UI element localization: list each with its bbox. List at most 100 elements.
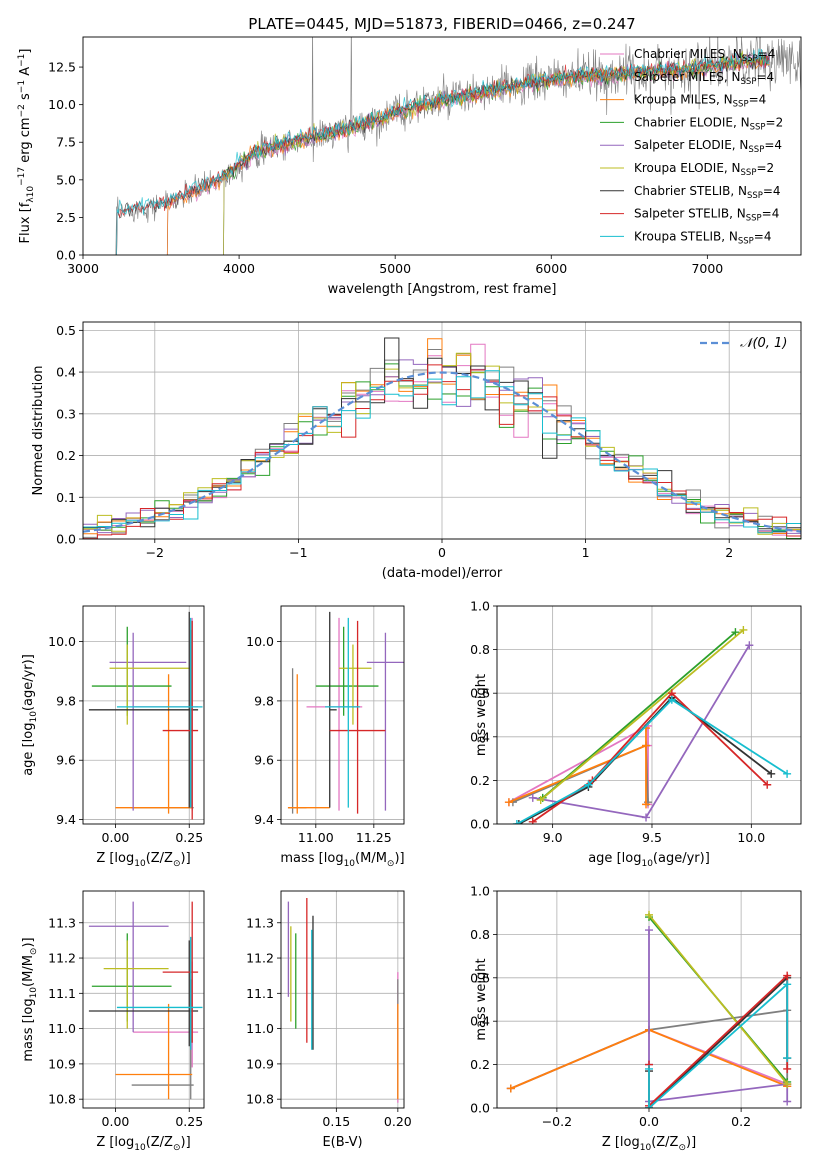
plot-area (88, 611, 203, 820)
y-tick-label: 11.1 (48, 986, 76, 1001)
y-tick-label: 1.0 (470, 599, 490, 614)
errorbar-salpeter-elodie (109, 632, 187, 811)
label-part: −1 (17, 80, 27, 93)
grid (281, 891, 404, 1108)
y-tick-label: 1.0 (470, 884, 490, 899)
weight-marker (536, 796, 545, 805)
label-part: age [log (588, 851, 641, 866)
errorbar-kroupa-elodie (103, 940, 169, 1029)
errorbar-chabrier-stelib (88, 940, 199, 1047)
weight-marker (731, 628, 740, 637)
y-tick-label: 10.9 (246, 1056, 274, 1071)
plot-area (83, 337, 801, 539)
axes-frame (82, 605, 205, 825)
plot-area (506, 910, 792, 1108)
label-part: age [log (21, 723, 36, 776)
errorbar-salpeter-miles (131, 979, 194, 1100)
y-tick-label: 0.0 (56, 248, 76, 263)
x-tick-label: 0.25 (175, 1114, 203, 1129)
weight-marker (783, 1080, 792, 1089)
errorbar-chabrier-stelib (329, 611, 337, 808)
y-tick-label: 9.8 (56, 693, 76, 708)
errorbar-salpeter-stelib (329, 620, 386, 814)
y-tick-label: 10.9 (48, 1056, 76, 1071)
x-tick-label: 1 (582, 545, 590, 560)
axes: 3000 4000 5000 6000 7000 0.0 2.5 5.0 7.5 10.0 12.5… (17, 15, 802, 297)
weight-vs-Z-chart: −0.2 0.0 0.2 0.0 0.2 0.4 0.6 0.8 1.0 Z [log10(Z/Z… (470, 884, 802, 1153)
label-part: mass [log (21, 998, 36, 1061)
y-tick-label: 0.6 (470, 970, 490, 985)
errorbar-kroupa-stelib (116, 617, 203, 808)
x-axis-label: mass [log10(M/M⊙)] (280, 851, 404, 869)
weight-marker (763, 780, 772, 789)
plot-area (88, 901, 203, 1100)
x-tick-label: 0.2 (731, 1114, 751, 1129)
label-part: 10 (26, 186, 36, 198)
errorbar-kroupa-miles (115, 1003, 193, 1100)
x-tick-label: 0.0 (639, 1114, 659, 1129)
x-axis-label: Z [log10(Z/Z⊙)] (96, 851, 190, 869)
weight-marker (783, 1054, 792, 1063)
y-tick-label: 0.0 (470, 1101, 490, 1116)
axes-frame (496, 605, 802, 825)
label-part: (Z/Z (651, 1135, 678, 1150)
y-tick-label: 7.5 (56, 135, 76, 150)
label-part: )] (181, 851, 191, 866)
label-part: 10 (29, 711, 39, 723)
legend-label: Salpeter ELODIE, NSSP=4 (634, 138, 782, 155)
errorbar-chabrier-miles (133, 617, 199, 811)
label-part: )] (21, 937, 36, 947)
label-part: ⊙ (29, 948, 39, 956)
x-tick-label: 9.5 (642, 830, 662, 845)
normal-curve (83, 371, 801, 533)
weight-marker (528, 817, 537, 824)
y-tick-label: 0.2 (470, 773, 490, 788)
x-tick-label: 5000 (379, 261, 411, 276)
legend: Chabrier MILES, NSSP=4 Salpeter MILES, NS… (600, 47, 783, 246)
x-tick-label: −0.2 (542, 1114, 572, 1129)
label-part: Z [log (96, 851, 134, 866)
legend-label: Chabrier ELODIE, NSSP=2 (634, 115, 783, 132)
errorbar-salpeter-elodie (88, 901, 169, 1033)
x-tick-label: −2 (146, 545, 164, 560)
grid (83, 891, 204, 1108)
weight-marker (783, 971, 792, 980)
label-part: ] (18, 49, 33, 54)
errorbar-chabrier-elodie (315, 626, 379, 716)
y-tick-label: 0.6 (470, 686, 490, 701)
label-part: )] (181, 1135, 191, 1150)
y-tick-label: 0.4 (56, 365, 76, 380)
legend-label: Chabrier MILES, NSSP=4 (634, 47, 775, 64)
grid (83, 606, 204, 824)
errorbar-salpeter-stelib (162, 620, 199, 820)
y-tick-label: 11.3 (48, 915, 76, 930)
legend-label: Kroupa STELIB, NSSP=4 (634, 229, 772, 246)
x-tick-label: 6000 (535, 261, 567, 276)
spectrum-chart: 3000 4000 5000 6000 7000 0.0 2.5 5.0 7.5 10.0 12.5… (17, 15, 802, 297)
y-tick-label: 10.0 (48, 97, 76, 112)
axes: −2 −1 0 1 2 0.0 0.1 0.2 0.3 0.4 0.5 (data-model)/er… (31, 321, 802, 581)
y-tick-label: 2.5 (56, 210, 76, 225)
y-axis-text: Flux [fλ10−17 erg cm−2 s−1 A−1] (17, 49, 36, 244)
label-part: 10 (134, 1143, 146, 1153)
weight-marker (584, 780, 593, 789)
axes: 11.00 11.25 9.4 9.6 9.8 10.0 mass [log10(M/M⊙)… (246, 605, 405, 869)
x-tick-label: 10.0 (737, 830, 765, 845)
weight-series-salpeter-elodie (528, 641, 754, 822)
weight-series-kroupa-elodie (645, 910, 792, 1089)
y-tick-label: 10.8 (48, 1092, 76, 1107)
x-tick-label: 0.00 (102, 830, 130, 845)
x-axis-label: Z [log10(Z/Z⊙)] (96, 1135, 190, 1153)
weight-marker (642, 800, 651, 809)
errorbar-chabrier-stelib (88, 611, 199, 808)
y-tick-label: 10.0 (48, 634, 76, 649)
label-part: s (18, 93, 33, 104)
errorbar-chabrier-elodie (91, 933, 172, 1022)
axes: 0.00 0.259.49.69.810.0Z [log10(Z/Z⊙)]age … (21, 605, 205, 869)
label-part: mass [log (280, 851, 343, 866)
errorbar-kroupa-miles (287, 674, 330, 814)
label-part: (Z/Z (146, 1135, 173, 1150)
y-axis-label: mass [log10(M/M⊙)] (21, 937, 39, 1061)
legend-label: Kroupa ELODIE, NSSP=2 (634, 161, 774, 178)
